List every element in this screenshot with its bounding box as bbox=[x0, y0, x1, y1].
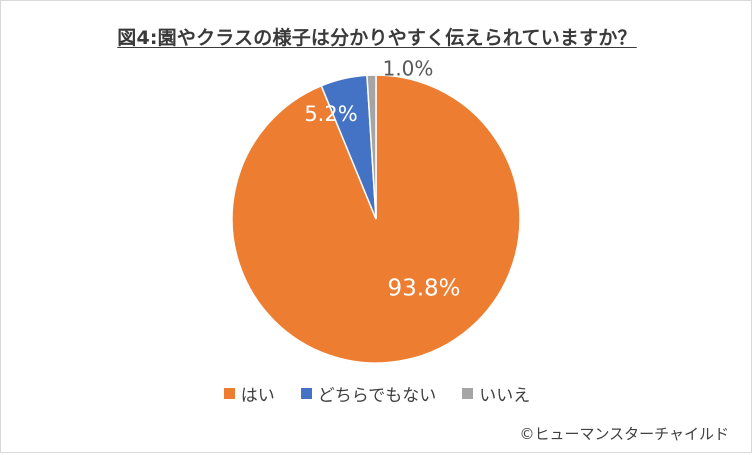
legend-swatch-yes bbox=[223, 388, 235, 399]
copyright-credit: ©ヒューマンスターチャイルド bbox=[519, 425, 729, 443]
legend-label-neutral: どちらでもない bbox=[317, 386, 437, 406]
chart-title: 図4:園やクラスの様子は分かりやすく伝えられていますか？ bbox=[1, 23, 753, 50]
chart-legend: はい どちらでもない いいえ bbox=[1, 381, 753, 406]
pie-slice-no bbox=[366, 74, 377, 220]
legend-item-yes: はい bbox=[223, 381, 275, 406]
legend-label-yes: はい bbox=[240, 386, 275, 406]
chart-title-text: 図4:園やクラスの様子は分かりやすく伝えられていますか？ bbox=[117, 27, 637, 49]
data-label-yes: 93.8% bbox=[387, 276, 460, 302]
legend-swatch-neutral bbox=[300, 388, 312, 399]
legend-swatch-no bbox=[462, 388, 474, 399]
legend-item-neutral: どちらでもない bbox=[300, 381, 437, 406]
legend-label-no: いいえ bbox=[479, 386, 531, 406]
data-label-neutral: 5.2% bbox=[304, 102, 357, 126]
data-label-no: 1.0% bbox=[383, 57, 434, 81]
legend-item-no: いいえ bbox=[462, 381, 530, 406]
